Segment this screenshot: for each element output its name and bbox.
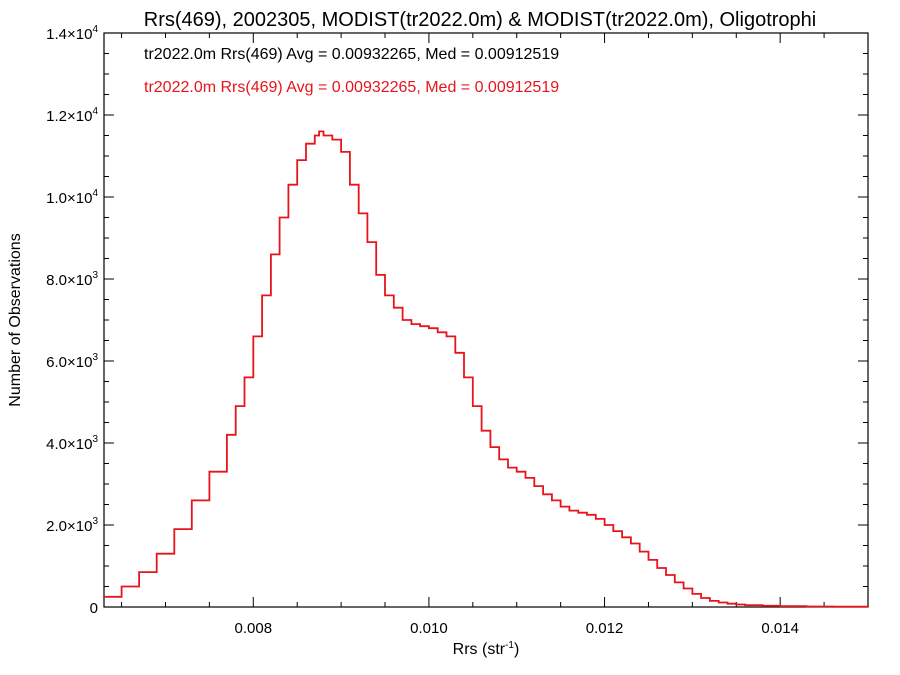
y-tick-label-exponent: 4 (92, 106, 98, 117)
x-axis-label-main: Rrs (str (453, 641, 506, 658)
y-axis: 02.0×1034.0×1036.0×1038.0×1031.0×1041.2×… (46, 24, 868, 617)
y-tick-label-exponent: 4 (92, 188, 98, 199)
y-tick-label-mantissa: 2.0×10 (46, 518, 92, 535)
y-tick-label-mantissa: 8.0×10 (46, 272, 92, 289)
y-axis-label: Number of Observations (7, 233, 24, 406)
y-tick-label: 2.0×103 (46, 516, 98, 535)
y-tick-label-exponent: 3 (92, 270, 98, 281)
x-axis-label-superscript: -1 (505, 640, 514, 651)
y-tick-label: 8.0×103 (46, 270, 98, 289)
y-tick-label: 1.4×104 (46, 24, 98, 43)
plot-frame (103, 32, 869, 608)
y-tick-label: 1.2×104 (46, 106, 98, 125)
y-tick-label-exponent: 4 (92, 24, 98, 35)
y-tick-label-exponent: 3 (92, 352, 98, 363)
x-tick-label: 0.014 (761, 620, 799, 637)
y-tick-label-exponent: 3 (92, 516, 98, 527)
x-axis-label: Rrs (str-1) (453, 640, 520, 658)
y-tick-label-mantissa: 6.0×10 (46, 354, 92, 371)
x-axis-label-end: ) (514, 641, 519, 658)
y-tick-label-mantissa: 1.2×10 (46, 108, 92, 125)
y-tick-label-mantissa: 1.0×10 (46, 190, 92, 207)
y-tick-label-mantissa: 0 (90, 600, 98, 617)
y-tick-label: 4.0×103 (46, 434, 98, 453)
series-line-red (104, 130, 869, 608)
x-tick-label: 0.010 (410, 620, 448, 637)
y-tick-label: 1.0×104 (46, 188, 98, 207)
chart-title: Rrs(469), 2002305, MODIST(tr2022.0m) & M… (144, 9, 816, 31)
y-tick-label-mantissa: 1.4×10 (46, 26, 92, 43)
y-tick-label: 6.0×103 (46, 352, 98, 371)
x-tick-label: 0.012 (586, 620, 624, 637)
x-axis: 0.008 0.010 0.012 0.014 (121, 33, 869, 637)
legend-entry-black: tr2022.0m Rrs(469) Avg = 0.00932265, Med… (144, 46, 559, 63)
y-tick-label-mantissa: 4.0×10 (46, 436, 92, 453)
y-tick-label: 0 (90, 600, 98, 617)
legend-entry-red: tr2022.0m Rrs(469) Avg = 0.00932265, Med… (144, 79, 559, 96)
x-tick-label: 0.008 (235, 620, 273, 637)
y-tick-label-exponent: 3 (92, 434, 98, 445)
